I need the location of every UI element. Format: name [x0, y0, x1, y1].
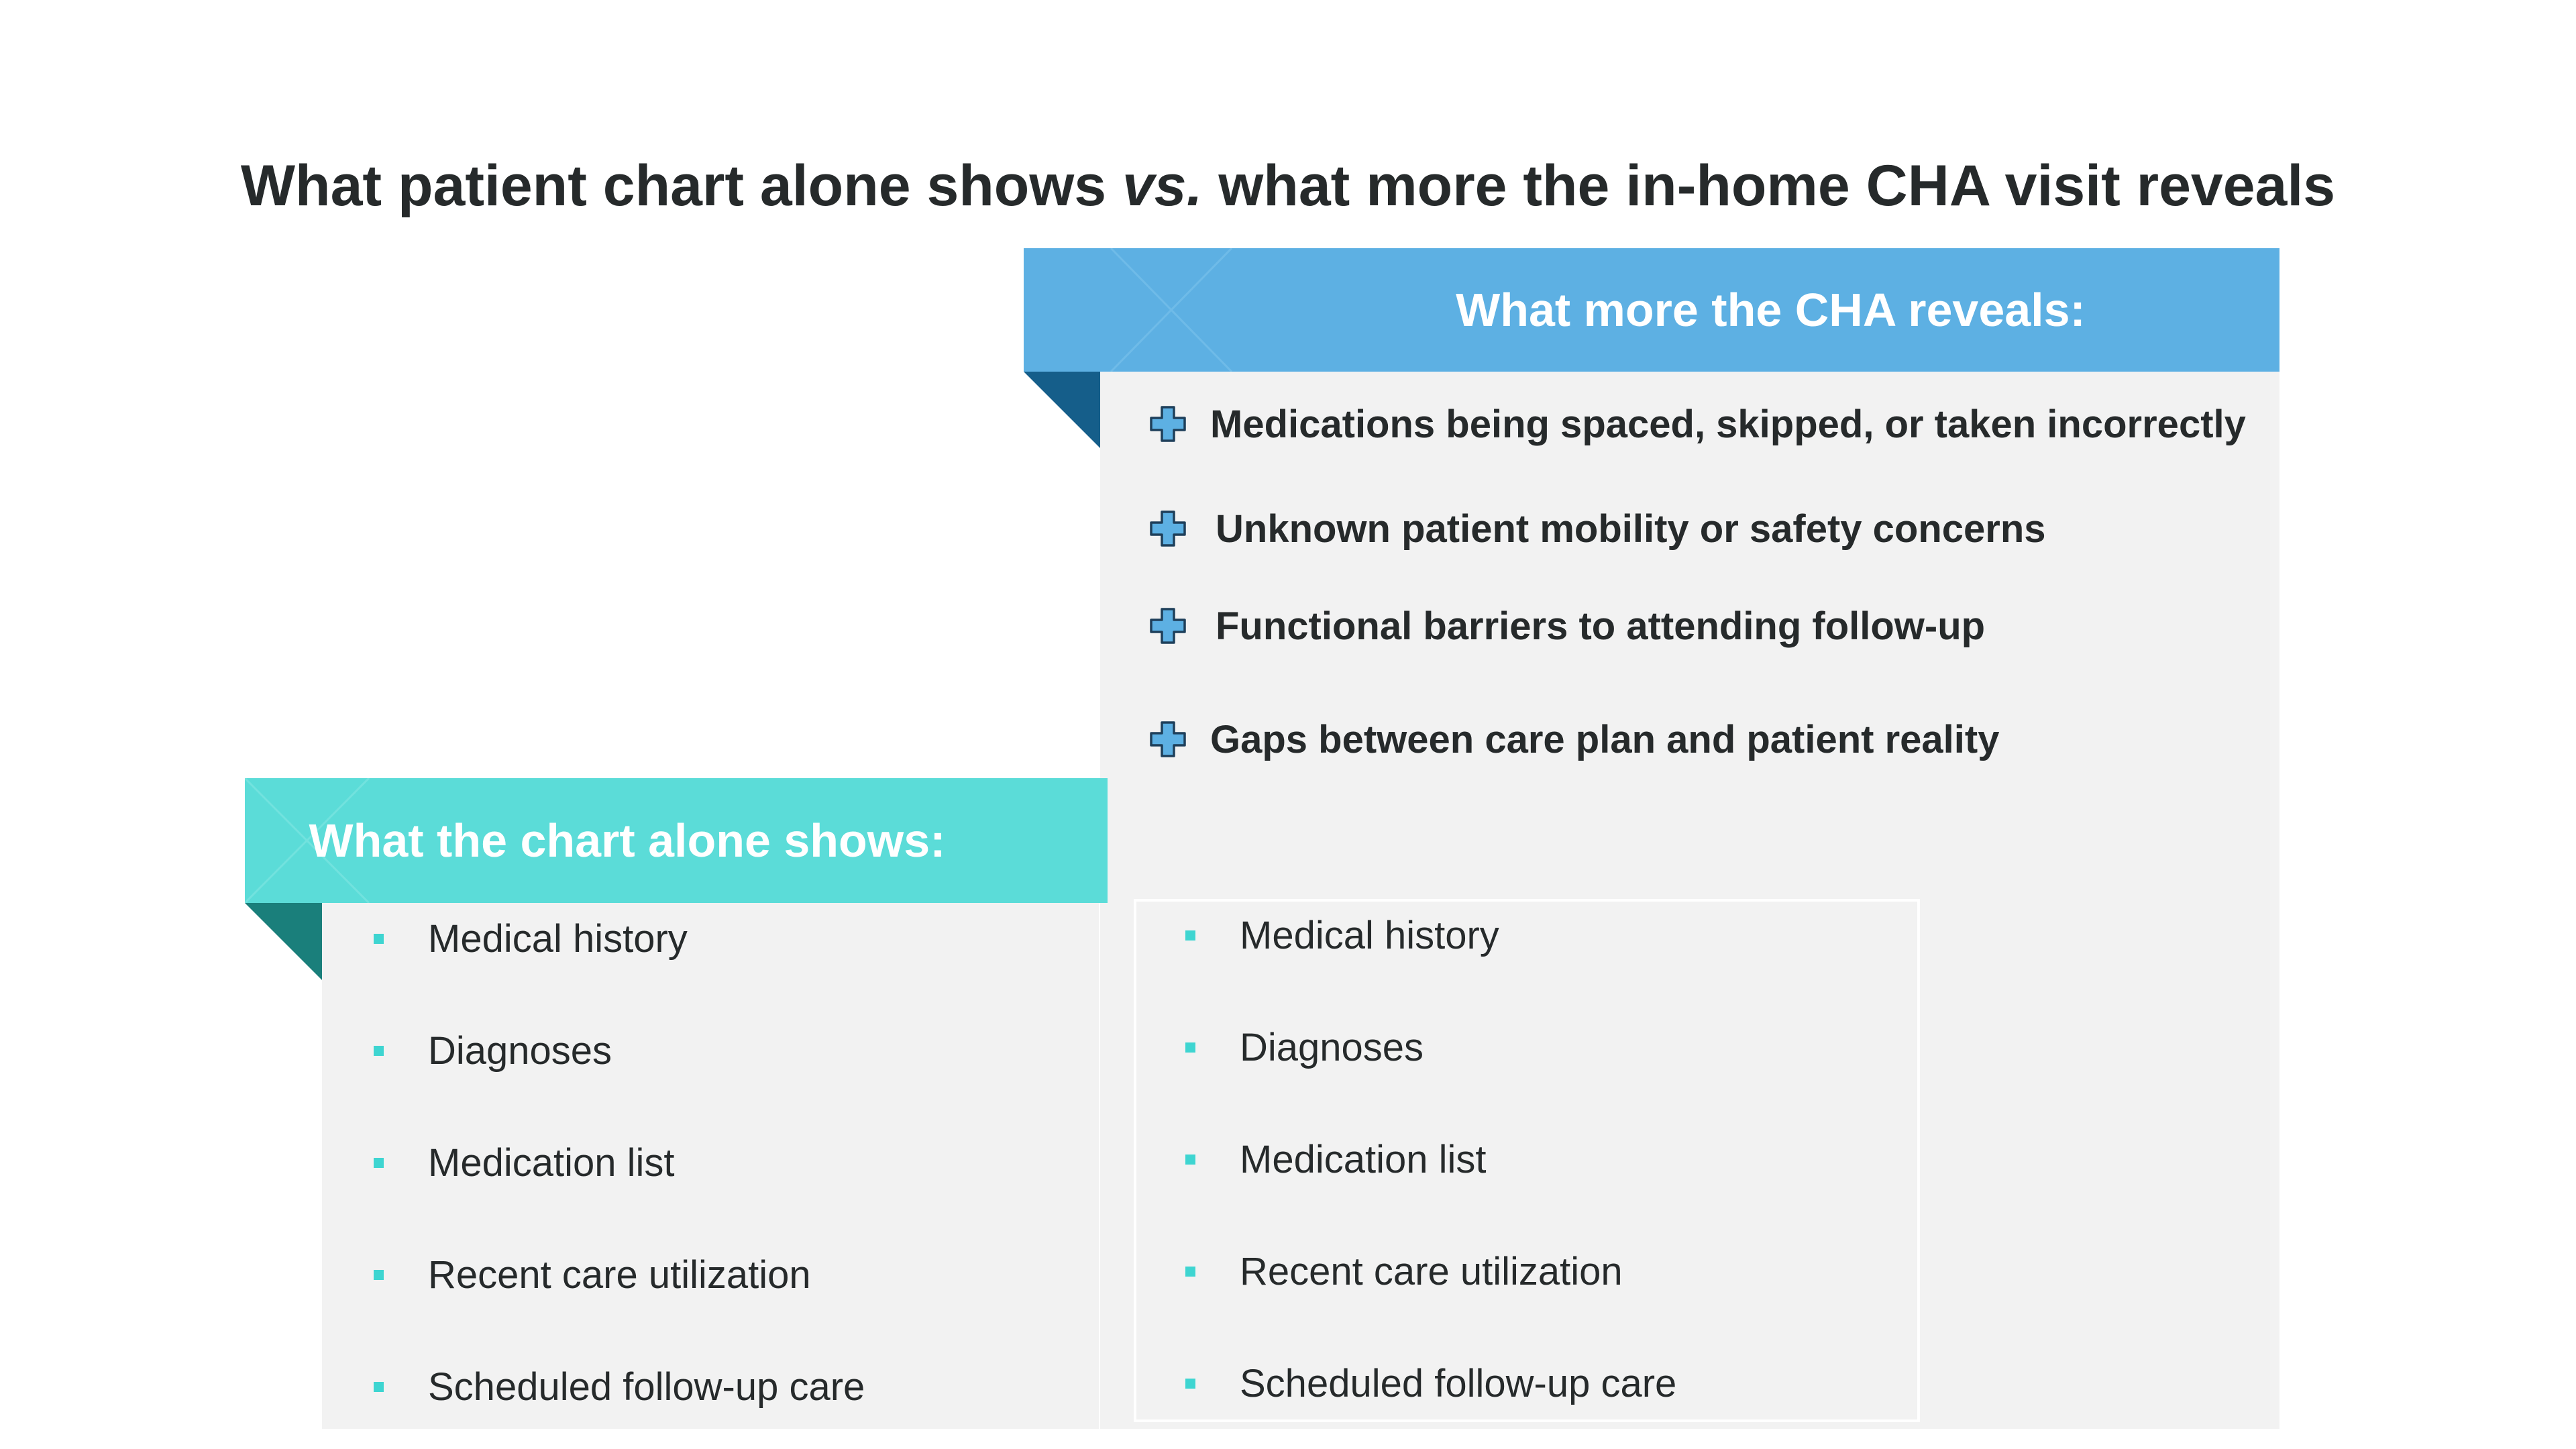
chart-card-fold [245, 903, 322, 980]
chart-list-item: Diagnoses [374, 1022, 612, 1079]
chart-item-label: Scheduled follow-up care [428, 1364, 865, 1409]
square-bullet-icon [1185, 1042, 1195, 1053]
inner-list-item: Recent care utilization [1185, 1243, 1623, 1299]
cha-list-item: Medications being spaced, skipped, or ta… [1148, 396, 2246, 452]
square-bullet-icon [374, 1045, 384, 1056]
inner-item-label: Medication list [1240, 1137, 1487, 1181]
inner-list-item: Medical history [1185, 907, 1499, 963]
chart-item-label: Diagnoses [428, 1028, 612, 1073]
inner-list-item: Diagnoses [1185, 1019, 1424, 1075]
chart-list-item: Recent care utilization [374, 1246, 811, 1303]
square-bullet-icon [1185, 930, 1195, 941]
inner-item-label: Medical history [1240, 913, 1499, 957]
inner-item-label: Scheduled follow-up care [1240, 1361, 1677, 1405]
inner-list-item: Scheduled follow-up care [1185, 1355, 1676, 1411]
chart-list-item: Medication list [374, 1134, 674, 1191]
cha-card-fold [1024, 372, 1100, 448]
cha-item-label: Unknown patient mobility or safety conce… [1216, 506, 2046, 551]
square-bullet-icon [374, 1269, 384, 1280]
cha-item-label: Functional barriers to attending follow-… [1216, 604, 1986, 648]
inner-list-box [1134, 899, 1920, 1422]
square-bullet-icon [1185, 1378, 1195, 1389]
square-bullet-icon [1185, 1154, 1195, 1165]
cha-item-label: Medications being spaced, skipped, or ta… [1210, 402, 2246, 446]
inner-item-label: Recent care utilization [1240, 1249, 1623, 1293]
slide-title: What patient chart alone shows vs. what … [0, 149, 2576, 223]
cha-list-item: Gaps between care plan and patient reali… [1148, 711, 1999, 767]
plus-icon [1150, 406, 1186, 442]
slide-title-prefix: What patient chart alone shows [240, 154, 1122, 218]
slide-title-vs: vs. [1122, 154, 1203, 218]
chart-card-title: What the chart alone shows: [309, 814, 946, 867]
square-bullet-icon [374, 1381, 384, 1392]
cha-card-header: What more the CHA reveals: [1024, 248, 2279, 372]
slide-title-suffix: what more the in-home CHA visit reveals [1202, 154, 2336, 218]
cha-list-item: Functional barriers to attending follow-… [1148, 598, 1985, 654]
chart-item-label: Recent care utilization [428, 1252, 811, 1297]
chart-card-header: What the chart alone shows: [245, 778, 1108, 903]
square-bullet-icon [374, 1157, 384, 1168]
chart-list-item: Medical history [374, 910, 688, 967]
inner-item-label: Diagnoses [1240, 1025, 1424, 1069]
square-bullet-icon [1185, 1266, 1195, 1277]
cha-item-label: Gaps between care plan and patient reali… [1210, 717, 2000, 761]
cha-card-title: What more the CHA reveals: [1456, 284, 2086, 336]
chart-card-body [322, 903, 1099, 1429]
chart-list-item: Scheduled follow-up care [374, 1358, 865, 1415]
cha-list-item: Unknown patient mobility or safety conce… [1148, 500, 2046, 557]
chart-item-label: Medical history [428, 916, 688, 961]
plus-icon [1150, 511, 1186, 547]
inner-list-item: Medication list [1185, 1131, 1486, 1187]
plus-icon [1150, 721, 1186, 757]
square-bullet-icon [374, 933, 384, 944]
chart-item-label: Medication list [428, 1140, 675, 1185]
plus-icon [1150, 608, 1186, 644]
